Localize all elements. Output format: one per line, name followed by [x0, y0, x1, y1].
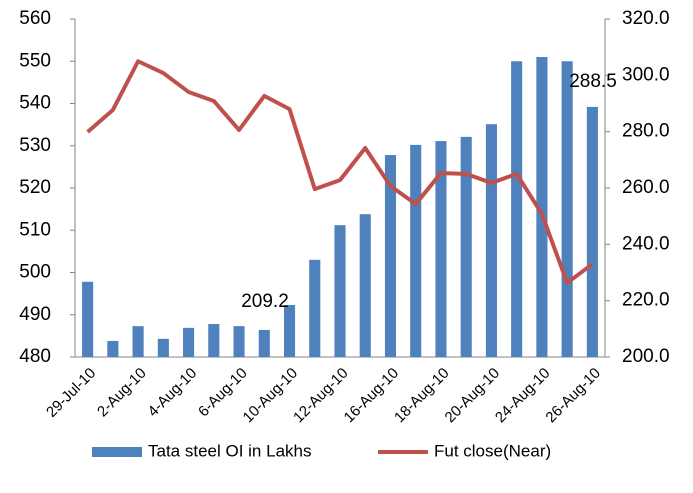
bar: [309, 259, 321, 357]
y2-tick-label: 280.0: [622, 121, 670, 142]
bar: [485, 124, 497, 357]
y-tick-label: 540: [19, 93, 51, 114]
y-tick-label: 550: [19, 50, 51, 71]
annotation: 209.2: [241, 291, 289, 312]
legend-label: Tata steel OI in Lakhs: [148, 441, 311, 460]
y2-tick-label: 220.0: [622, 290, 670, 311]
bar: [283, 305, 296, 357]
bar: [107, 340, 119, 357]
y-tick-label: 480: [19, 346, 51, 367]
annotation: 288.5: [569, 71, 617, 92]
legend-label: Fut close(Near): [434, 441, 551, 460]
bar: [511, 61, 523, 357]
bar: [561, 61, 573, 357]
bar: [82, 281, 94, 357]
y2-tick-label: 320.0: [622, 8, 670, 29]
bar: [132, 326, 144, 357]
y-tick-label: 560: [19, 8, 51, 29]
bar: [435, 141, 447, 357]
bar: [359, 214, 371, 357]
y-tick-label: 520: [19, 177, 51, 198]
bar: [460, 136, 472, 357]
bar: [410, 144, 422, 357]
bar: [183, 327, 195, 357]
bar: [208, 324, 220, 357]
bar: [258, 329, 270, 357]
y-tick-label: 510: [19, 219, 51, 240]
bar: [384, 155, 397, 357]
y2-tick-label: 200.0: [622, 346, 670, 367]
y2-tick-label: 260.0: [622, 177, 670, 198]
legend-swatch: [92, 447, 142, 457]
bar: [334, 225, 346, 357]
bar: [536, 57, 548, 358]
y2-tick-label: 240.0: [622, 233, 670, 254]
line: [86, 59, 594, 285]
y-tick-label: 500: [19, 262, 51, 283]
bar: [157, 338, 169, 357]
y-tick-label: 530: [19, 135, 51, 156]
bar: [233, 326, 245, 357]
y-tick-label: 490: [19, 304, 51, 325]
bar: [586, 106, 598, 357]
y2-tick-label: 300.0: [622, 64, 670, 85]
